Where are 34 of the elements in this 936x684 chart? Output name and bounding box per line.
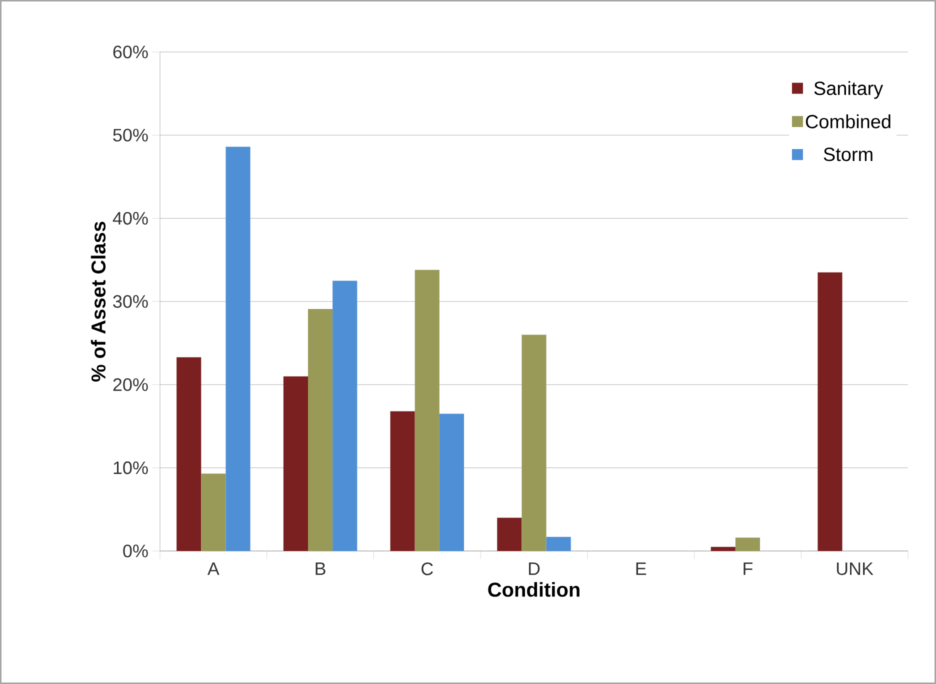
y-tick-label: 30% bbox=[113, 295, 148, 308]
legend-label: Storm bbox=[824, 148, 872, 162]
x-tick-label: E bbox=[636, 562, 646, 575]
x-tick-label: F bbox=[744, 562, 752, 575]
bar bbox=[522, 334, 546, 551]
x-tick-label: D bbox=[528, 562, 540, 575]
bar bbox=[176, 357, 202, 551]
bar bbox=[414, 270, 440, 551]
y-axis-title: % of Asset Class bbox=[90, 222, 106, 382]
bar bbox=[226, 146, 250, 551]
bar bbox=[497, 518, 522, 551]
bar bbox=[439, 414, 464, 551]
x-tick-label: C bbox=[422, 562, 433, 576]
y-tick-label: 50% bbox=[113, 128, 148, 142]
y-tick-label: 40% bbox=[112, 212, 148, 225]
y-tick-label: 10% bbox=[114, 461, 148, 474]
bar bbox=[283, 376, 308, 551]
y-tick-label: 20% bbox=[113, 378, 148, 392]
x-tick-label: UNK bbox=[836, 562, 874, 576]
legend-label: Combined bbox=[806, 114, 890, 128]
bar bbox=[390, 411, 415, 551]
legend-label: Sanitary bbox=[814, 81, 884, 99]
bar bbox=[735, 538, 760, 551]
x-tick-label: B bbox=[316, 562, 326, 575]
bar bbox=[546, 536, 571, 551]
bar bbox=[332, 280, 358, 551]
y-tick-label: 60% bbox=[113, 46, 148, 58]
bar bbox=[201, 474, 226, 551]
bar bbox=[710, 546, 736, 551]
bar bbox=[818, 272, 842, 551]
x-axis-title: Condition bbox=[488, 582, 580, 597]
x-tick-label: A bbox=[207, 562, 220, 575]
y-tick-label: 0% bbox=[123, 544, 148, 558]
bar bbox=[308, 308, 333, 551]
